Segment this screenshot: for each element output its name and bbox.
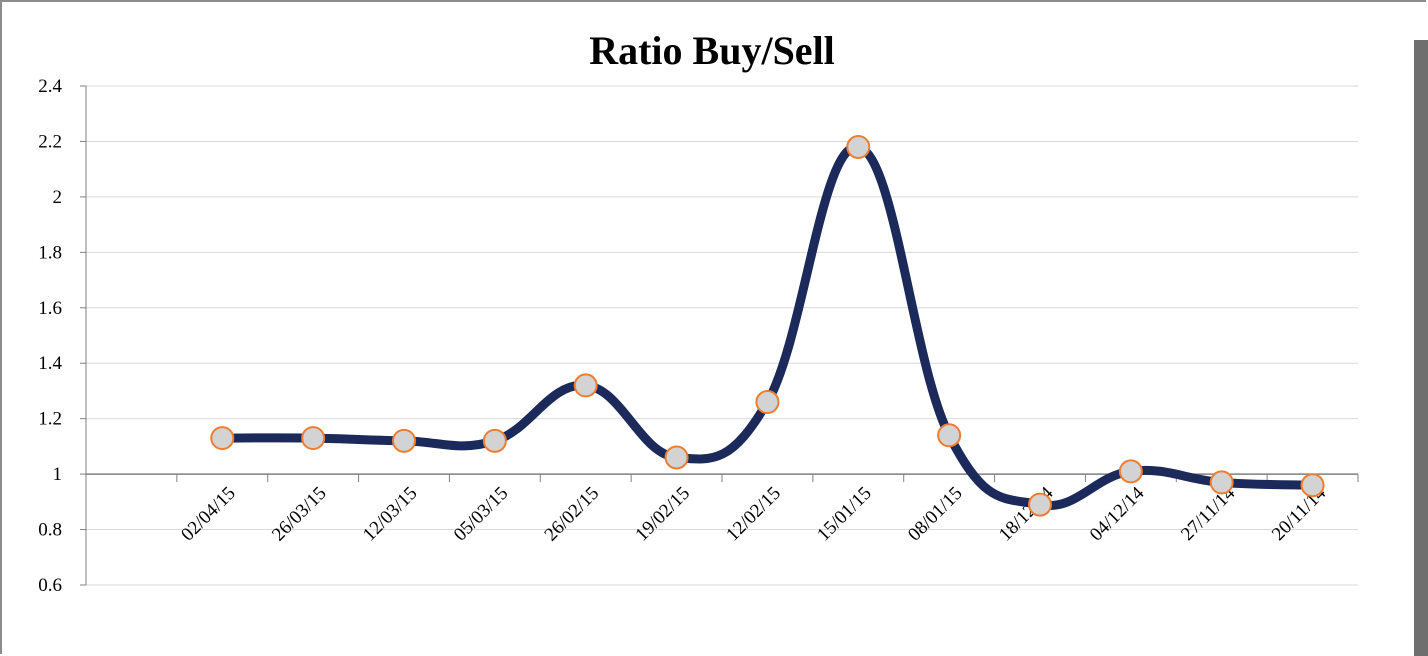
x-axis-ticks: 02/04/15 26/03/15 12/03/15 05/03/15 26/02/15…: [177, 482, 1330, 545]
data-point: [664, 445, 689, 470]
data-point: [1118, 459, 1143, 484]
x-tick-label: 15/01/15: [813, 483, 876, 546]
y-tick-label: 2.4: [38, 76, 62, 97]
x-tick-label: 12/03/15: [359, 483, 422, 546]
gridlines: [85, 85, 1358, 586]
x-tick-label: 08/01/15: [904, 483, 967, 546]
data-point: [937, 423, 962, 448]
data-point: [755, 390, 780, 415]
chart-title: Ratio Buy/Sell: [589, 28, 835, 73]
data-point: [210, 426, 235, 451]
x-tick-label: 26/02/15: [541, 483, 604, 546]
data-point: [301, 426, 326, 451]
data-point: [1300, 473, 1325, 498]
x-tick-label: 26/03/15: [268, 483, 331, 546]
y-tick-label: 1: [53, 464, 63, 485]
x-tick-label: 05/03/15: [450, 483, 513, 546]
x-tick-label: 19/02/15: [631, 483, 694, 546]
y-tick-label: 2: [53, 187, 63, 208]
x-tick-label: 12/02/15: [722, 483, 785, 546]
x-tick-label: 04/12/14: [1086, 482, 1149, 545]
series-line: [217, 142, 1318, 511]
data-point: [482, 428, 507, 453]
data-point: [573, 373, 598, 398]
y-tick-label: 0.8: [38, 520, 62, 541]
x-tick-label: 27/11/14: [1177, 482, 1239, 544]
series: [217, 142, 1318, 511]
data-point: [1028, 492, 1052, 517]
data-markers: [210, 134, 1325, 517]
window-edge: [1414, 40, 1428, 656]
y-axis-ticks: 0.6 0.8 1 1.2 1.4 1.6 1.8 2 2.2 2.4: [38, 76, 86, 596]
y-tick-label: 1.8: [38, 242, 62, 263]
x-tick-label: 18/12/14: [995, 482, 1058, 545]
y-tick-label: 2.2: [38, 131, 62, 152]
data-point: [846, 134, 871, 159]
y-tick-label: 1.2: [38, 409, 62, 430]
y-tick-label: 0.6: [38, 575, 62, 596]
data-point: [392, 428, 416, 453]
x-tick-label: 02/04/15: [177, 483, 240, 546]
y-tick-label: 1.6: [38, 298, 62, 319]
y-tick-label: 1.4: [38, 353, 62, 374]
data-point: [1209, 470, 1234, 495]
